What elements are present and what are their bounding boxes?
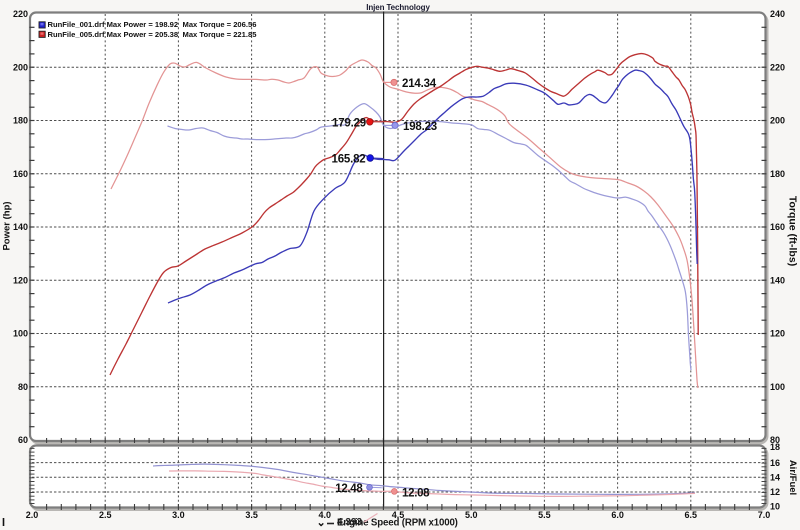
- svg-text:100: 100: [13, 329, 28, 339]
- svg-text:4.5: 4.5: [392, 510, 405, 520]
- svg-text:80: 80: [770, 435, 780, 445]
- svg-text:165.82: 165.82: [332, 154, 366, 166]
- svg-text:14: 14: [770, 472, 780, 482]
- svg-text:6.0: 6.0: [611, 510, 624, 520]
- svg-text:RunFile_005.drf Max Power = 20: RunFile_005.drf Max Power = 205.38: [48, 30, 179, 39]
- svg-text:4.0: 4.0: [319, 510, 332, 520]
- svg-text:Torque (ft-lbs): Torque (ft-lbs): [787, 196, 799, 266]
- svg-text:179.29: 179.29: [332, 117, 366, 129]
- svg-text:160: 160: [13, 169, 28, 179]
- svg-text:220: 220: [13, 9, 28, 19]
- svg-text:⌄: ⌄: [317, 517, 326, 529]
- svg-text:3.5: 3.5: [245, 510, 258, 520]
- svg-text:60: 60: [18, 435, 28, 445]
- svg-text:Max Torque = 206.56: Max Torque = 206.56: [183, 20, 257, 29]
- svg-text:18: 18: [770, 442, 780, 452]
- svg-text:198.23: 198.23: [403, 121, 437, 133]
- svg-text:180: 180: [770, 169, 785, 179]
- svg-text:Air/Fuel: Air/Fuel: [787, 460, 798, 495]
- svg-text:140: 140: [13, 222, 28, 232]
- svg-text:180: 180: [13, 116, 28, 126]
- svg-text:160: 160: [770, 222, 785, 232]
- svg-text:2.5: 2.5: [99, 510, 112, 520]
- svg-text:2.0: 2.0: [26, 510, 39, 520]
- svg-text:12: 12: [770, 487, 780, 497]
- svg-text:Injen Technology: Injen Technology: [366, 3, 430, 12]
- svg-text:6.5: 6.5: [685, 510, 698, 520]
- svg-text:120: 120: [770, 329, 785, 339]
- svg-text:240: 240: [770, 9, 785, 19]
- svg-text:200: 200: [770, 116, 785, 126]
- svg-text:16: 16: [770, 458, 780, 468]
- svg-text:Max Torque = 221.85: Max Torque = 221.85: [183, 30, 258, 39]
- svg-text:80: 80: [18, 382, 28, 392]
- svg-text:140: 140: [770, 275, 785, 285]
- svg-text:RunFile_001.drf Max Power = 19: RunFile_001.drf Max Power = 198.92: [48, 20, 179, 29]
- svg-text:100: 100: [770, 382, 785, 392]
- svg-text:5.5: 5.5: [538, 510, 551, 520]
- svg-text:12.48: 12.48: [335, 483, 363, 495]
- svg-text:120: 120: [13, 275, 28, 285]
- svg-text:7.0: 7.0: [758, 510, 771, 520]
- svg-text:3.0: 3.0: [172, 510, 185, 520]
- svg-text:220: 220: [770, 62, 785, 72]
- svg-text:Power (hp): Power (hp): [2, 201, 13, 250]
- svg-text:5.0: 5.0: [465, 510, 478, 520]
- svg-text:200: 200: [13, 62, 28, 72]
- svg-text:4.393: 4.393: [337, 517, 362, 528]
- svg-text:214.34: 214.34: [402, 78, 437, 90]
- svg-text:Engine Speed (RPM x1000): Engine Speed (RPM x1000): [337, 518, 458, 529]
- svg-text:12.08: 12.08: [402, 488, 430, 500]
- svg-text:10: 10: [770, 502, 780, 512]
